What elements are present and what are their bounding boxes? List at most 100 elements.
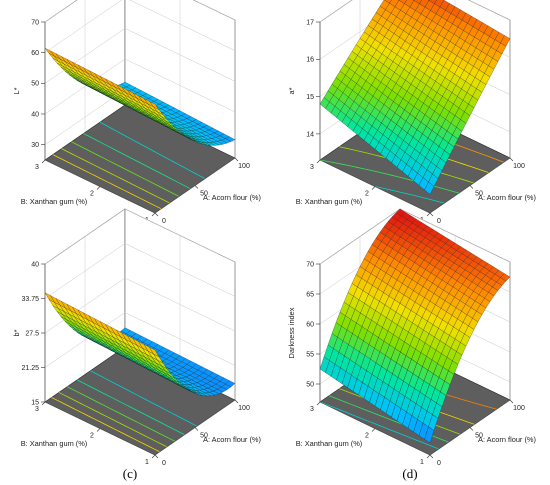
x-tick-label: 100 <box>238 405 250 412</box>
z-tick-label: 33.75 <box>21 296 39 303</box>
b-tick-label: 3 <box>310 406 314 413</box>
panel-label: (c) <box>123 466 137 481</box>
surface-cell <box>413 0 422 4</box>
z-tick-label: 65 <box>306 291 314 298</box>
surface-cell <box>428 0 437 4</box>
floor-contour <box>83 133 191 190</box>
x-tick <box>154 212 159 217</box>
x-tick-label: 100 <box>513 405 525 412</box>
z-gridline <box>44 0 236 23</box>
x-tick <box>234 157 239 162</box>
x-tick-label: 0 <box>162 460 166 467</box>
b-tick <box>96 186 101 190</box>
z-gridline <box>44 312 236 368</box>
x-tick-label: 0 <box>437 218 441 225</box>
b-axis-label: B: Xanthan gum (%) <box>296 439 363 448</box>
z-tick-label: 55 <box>306 351 314 358</box>
x-tick <box>509 399 514 404</box>
panel-label: (d) <box>402 466 417 481</box>
surface-cell <box>225 136 236 142</box>
b-tick <box>371 428 376 432</box>
floor-contour <box>71 141 180 197</box>
x-tick <box>429 212 434 217</box>
chart-panel-3: 15 21.25 27.5 33.75 40 b* 0 50 100 A: Acorn flour… <box>12 208 261 467</box>
floor-contour <box>52 154 162 210</box>
z-axis-label: b* <box>12 329 21 336</box>
b-axis-label: B: Xanthan gum (%) <box>21 197 88 206</box>
x-tick-label: 50 <box>200 433 208 440</box>
response-surface <box>44 292 236 397</box>
floor-contour <box>51 397 160 453</box>
z-tick-label: 70 <box>306 261 314 268</box>
b-tick-label: 3 <box>35 164 39 171</box>
floor-contour <box>58 392 168 448</box>
response-surface <box>319 0 511 195</box>
z-tick-label: 50 <box>306 381 314 388</box>
b-tick <box>41 159 46 164</box>
x-tick-label: 0 <box>437 460 441 467</box>
x-tick <box>194 427 199 431</box>
surface-cell <box>398 0 407 4</box>
z-tick-label: 15 <box>306 94 314 101</box>
x-tick <box>194 185 199 189</box>
z-tick-label: 15 <box>31 399 39 406</box>
b-tick <box>41 401 46 406</box>
surface-cell <box>225 380 236 387</box>
x-tick-label: 50 <box>475 433 483 440</box>
x-axis-label: A: Acorn flour (%) <box>203 435 261 444</box>
b-tick <box>96 428 101 432</box>
floor-contour <box>374 186 445 204</box>
b-tick <box>151 454 156 459</box>
x-tick-label: 0 <box>162 218 166 225</box>
x-tick <box>469 185 474 189</box>
b-axis-label: B: Xanthan gum (%) <box>21 439 88 448</box>
floor-contour <box>77 379 185 436</box>
x-axis-label: A: Acorn flour (%) <box>478 193 536 202</box>
b-tick <box>316 159 321 164</box>
x-axis-label: A: Acorn flour (%) <box>203 193 261 202</box>
b-tick-label: 1 <box>420 459 424 466</box>
x-tick-label: 50 <box>200 191 208 198</box>
z-tick-label: 60 <box>31 50 39 57</box>
b-tick-label: 2 <box>365 433 369 440</box>
z-tick-label: 70 <box>31 19 39 26</box>
b-tick-label: 2 <box>90 191 94 198</box>
z-tick-label: 16 <box>306 57 314 64</box>
b-tick <box>426 212 431 217</box>
response-surface <box>44 47 236 146</box>
x-tick <box>509 157 514 162</box>
z-tick-label: 60 <box>306 321 314 328</box>
x-tick-label: 50 <box>475 191 483 198</box>
b-tick-label: 2 <box>365 191 369 198</box>
z-tick-label: 50 <box>31 81 39 88</box>
response-surface <box>319 208 511 444</box>
z-axis-label: Darkness index <box>287 307 296 358</box>
floor-contour <box>61 148 170 204</box>
x-tick-label: 100 <box>513 163 525 170</box>
x-tick <box>154 454 159 459</box>
b-tick <box>371 186 376 190</box>
z-tick-label: 30 <box>31 142 39 149</box>
z-tick-label: 21.25 <box>21 365 39 372</box>
z-axis-label: L* <box>12 87 21 94</box>
b-tick-label: 3 <box>310 164 314 171</box>
z-axis-label: a* <box>287 87 296 94</box>
x-tick-label: 100 <box>238 163 250 170</box>
z-gridline <box>319 0 511 23</box>
b-axis-label: B: Xanthan gum (%) <box>296 197 363 206</box>
z-tick-label: 17 <box>306 19 314 26</box>
b-tick-label: 2 <box>90 433 94 440</box>
z-tick-label: 40 <box>31 261 39 268</box>
b-tick <box>426 454 431 459</box>
b-tick <box>151 212 156 217</box>
x-tick <box>469 427 474 431</box>
b-tick-label: 1 <box>145 459 149 466</box>
z-tick-label: 40 <box>31 111 39 118</box>
x-tick <box>234 399 239 404</box>
surface-cell <box>384 0 392 4</box>
z-gridline <box>44 243 236 299</box>
z-tick-label: 14 <box>306 131 314 138</box>
z-tick-label: 27.5 <box>25 330 39 337</box>
